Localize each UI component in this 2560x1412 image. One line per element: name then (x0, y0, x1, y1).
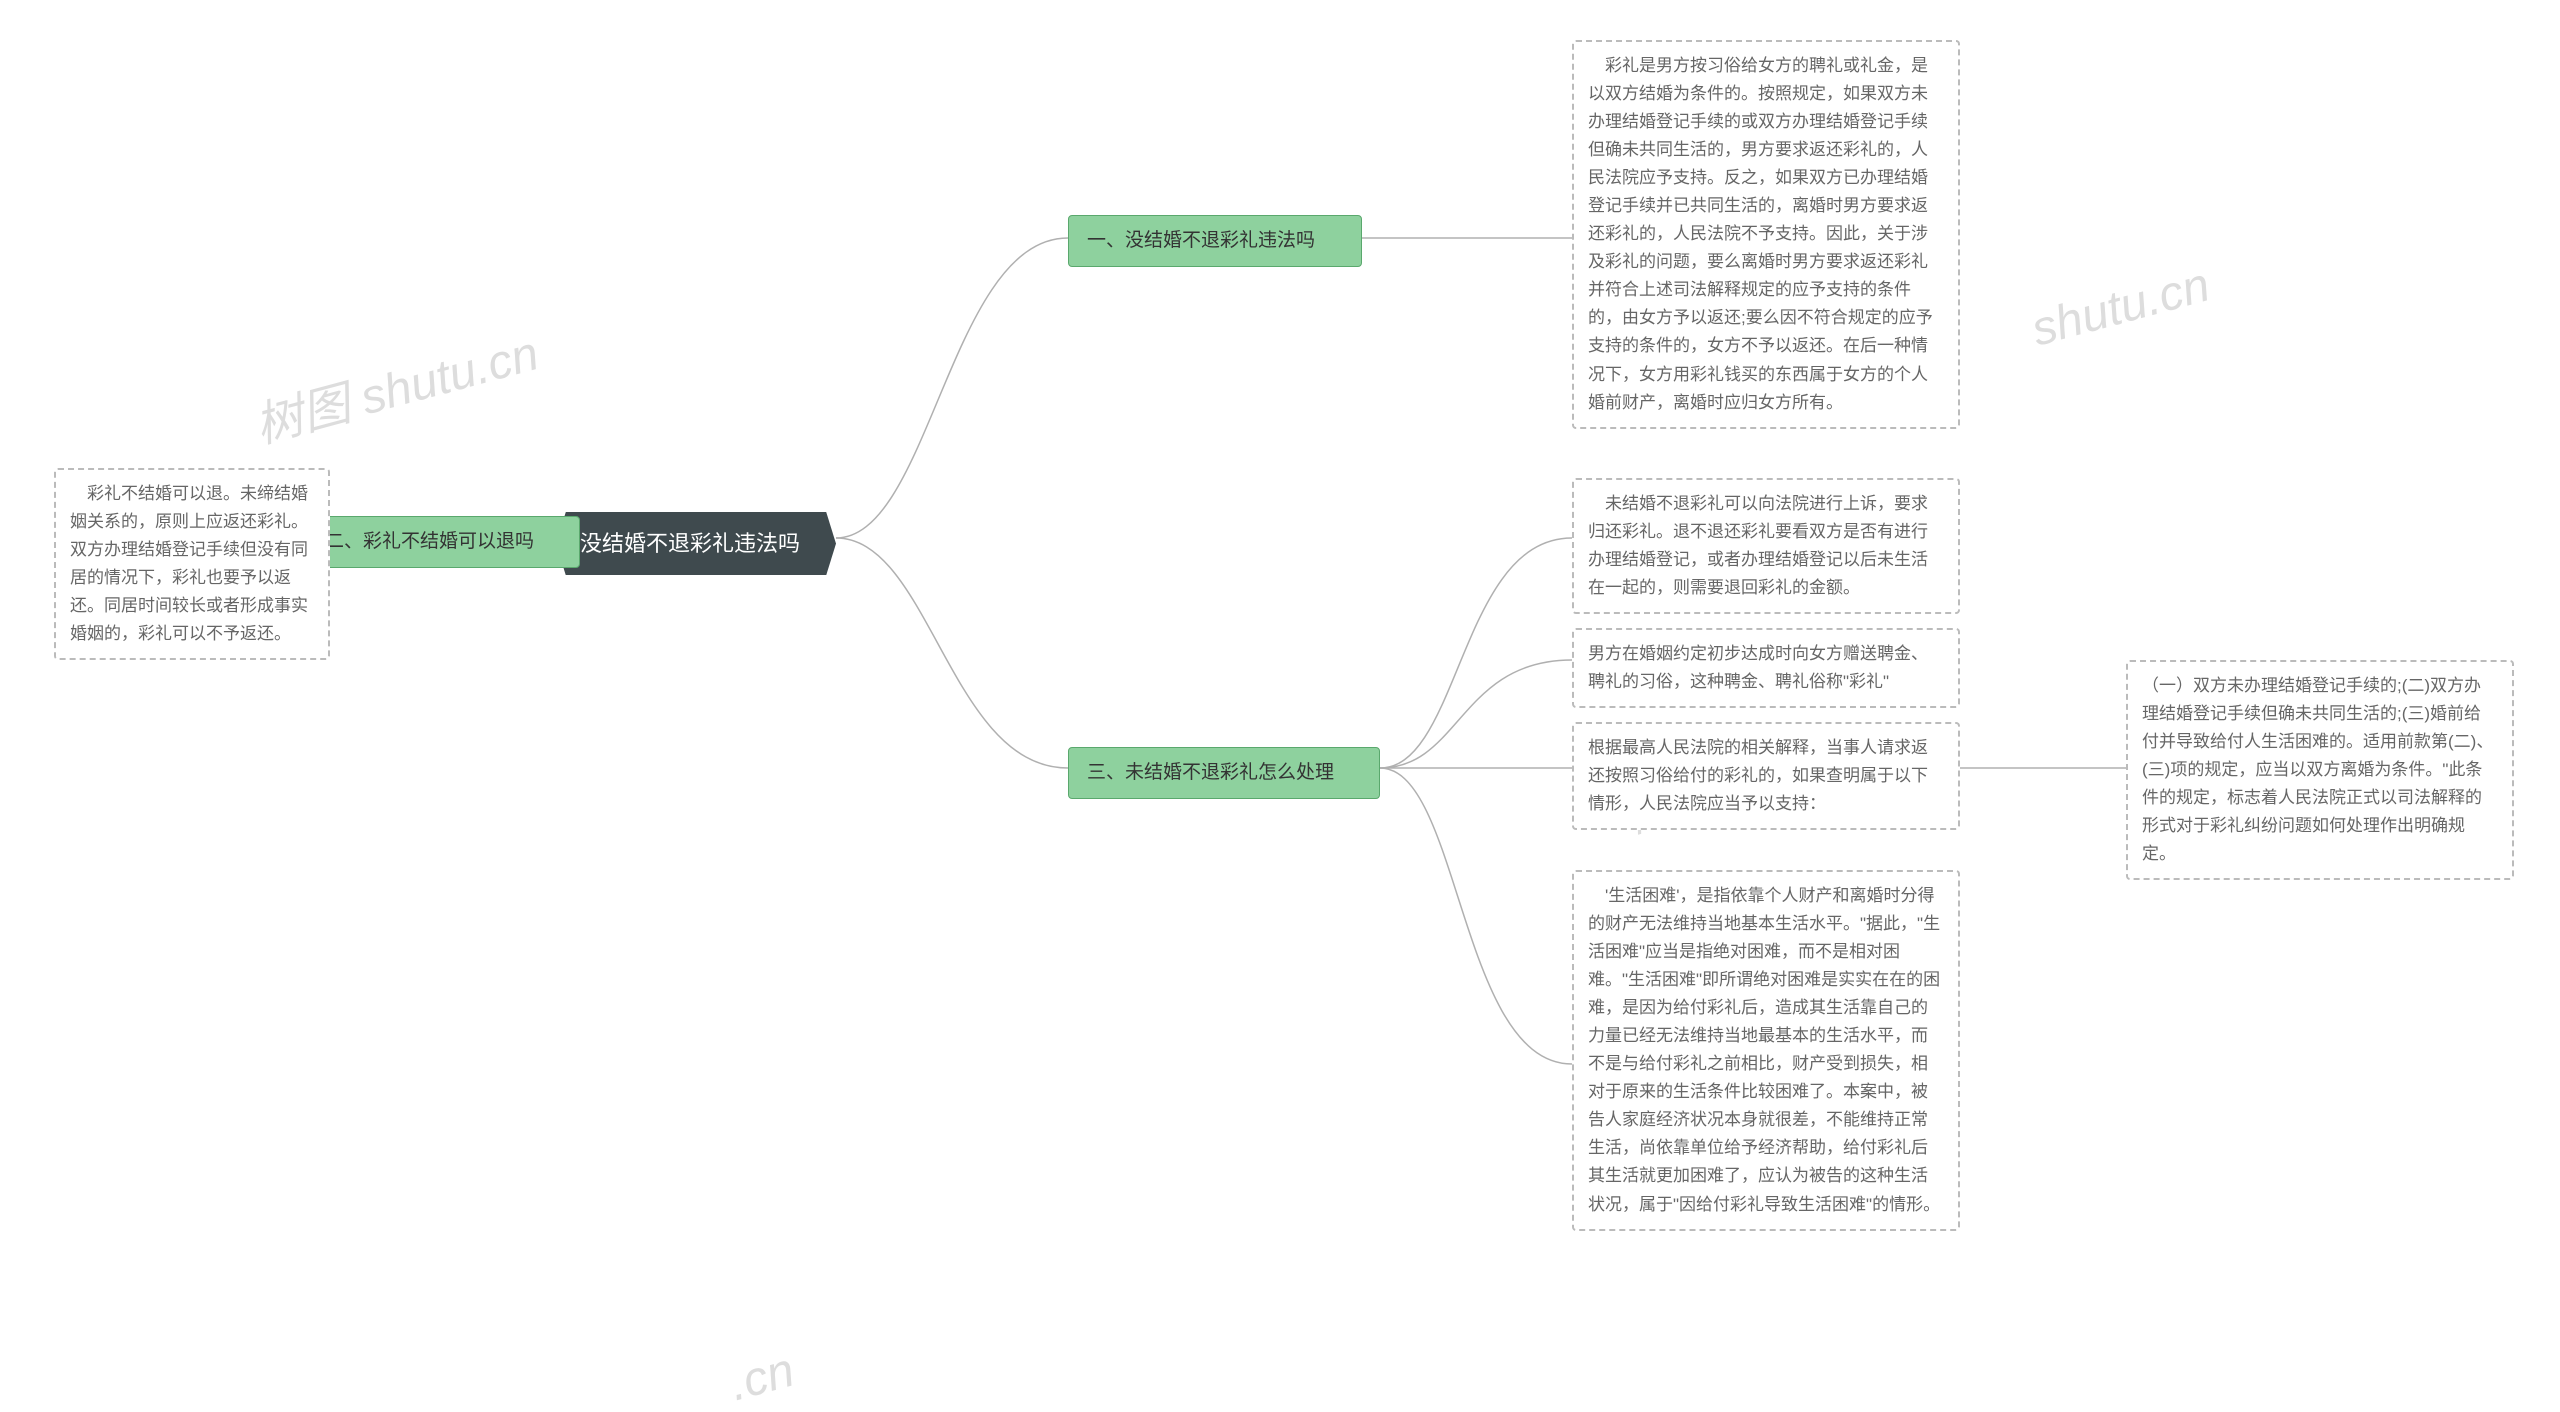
watermark-4: .cn (724, 1343, 800, 1412)
watermark-1: 树图 shutu.cn (246, 314, 545, 457)
branch-3-leaf-0: 未结婚不退彩礼可以向法院进行上诉，要求归还彩礼。退不退还彩礼要看双方是否有进行办… (1572, 478, 1960, 614)
branch-3-leaf-2: 根据最高人民法院的相关解释，当事人请求返还按照习俗给付的彩礼的，如果查明属于以下… (1572, 722, 1960, 830)
branch-1-leaf: 彩礼是男方按习俗给女方的聘礼或礼金，是以双方结婚为条件的。按照规定，如果双方未办… (1572, 40, 1960, 429)
branch-3: 三、未结婚不退彩礼怎么处理 (1068, 747, 1380, 799)
watermark-2: shutu.cn (2026, 257, 2216, 357)
branch-1: 一、没结婚不退彩礼违法吗 (1068, 215, 1362, 267)
branch-2: 二、彩礼不结婚可以退吗 (306, 516, 580, 568)
root-node: 没结婚不退彩礼违法吗 (556, 512, 836, 575)
branch-3-leaf-3: '生活困难'，是指依靠个人财产和离婚时分得的财产无法维持当地基本生活水平。"据此… (1572, 870, 1960, 1231)
branch-3-leaf-1: 男方在婚姻约定初步达成时向女方赠送聘金、聘礼的习俗，这种聘金、聘礼俗称"彩礼" (1572, 628, 1960, 708)
branch-2-leaf: 彩礼不结婚可以退。未缔结婚姻关系的，原则上应返还彩礼。双方办理结婚登记手续但没有… (54, 468, 330, 660)
branch-3-leaf-2-sub: （一）双方未办理结婚登记手续的;(二)双方办理结婚登记手续但确未共同生活的;(三… (2126, 660, 2514, 880)
